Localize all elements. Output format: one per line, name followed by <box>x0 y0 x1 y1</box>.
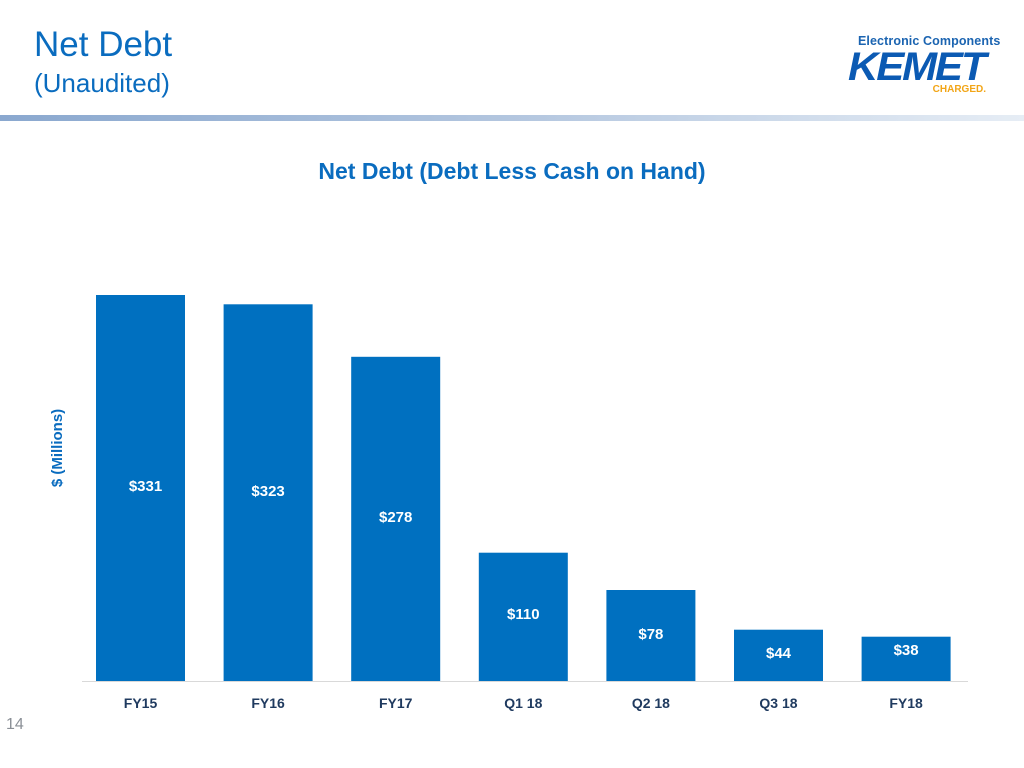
bar <box>478 552 568 681</box>
page-number: 14 <box>6 716 24 733</box>
bar <box>734 629 823 681</box>
data-label: $110 <box>507 606 540 623</box>
bar <box>861 636 951 681</box>
data-label: $331 <box>129 478 162 495</box>
y-axis-label: $ (Millions) <box>49 409 66 487</box>
x-tick-label: FY16 <box>251 695 285 711</box>
bar <box>223 304 313 681</box>
data-label: $44 <box>766 645 792 662</box>
x-tick-label: Q2 18 <box>632 695 670 711</box>
logo-charged-tag: CHARGED. <box>932 84 986 95</box>
x-tick-label: Q3 18 <box>759 695 797 711</box>
x-tick-label: FY18 <box>889 695 923 711</box>
data-label: $323 <box>251 483 284 500</box>
x-tick-label: FY15 <box>124 695 158 711</box>
x-tick-label: Q1 18 <box>504 695 542 711</box>
data-label: $38 <box>894 642 919 659</box>
bar <box>96 295 185 681</box>
kemet-logo: Electronic Components KEMET CHARGED. <box>848 34 1001 98</box>
chart-title: Net Debt (Debt Less Cash on Hand) <box>318 158 706 184</box>
logo-wordmark: KEMET <box>848 45 987 89</box>
data-label: $78 <box>638 626 663 643</box>
data-label: $278 <box>379 509 412 526</box>
page-subtitle: (Unaudited) <box>34 68 170 98</box>
header-divider <box>0 115 1024 121</box>
bar <box>606 590 696 681</box>
page-title: Net Debt <box>34 25 173 64</box>
x-tick-label: FY17 <box>379 695 413 711</box>
logo-tagline: Electronic Components <box>858 34 1001 48</box>
bar <box>351 356 441 681</box>
